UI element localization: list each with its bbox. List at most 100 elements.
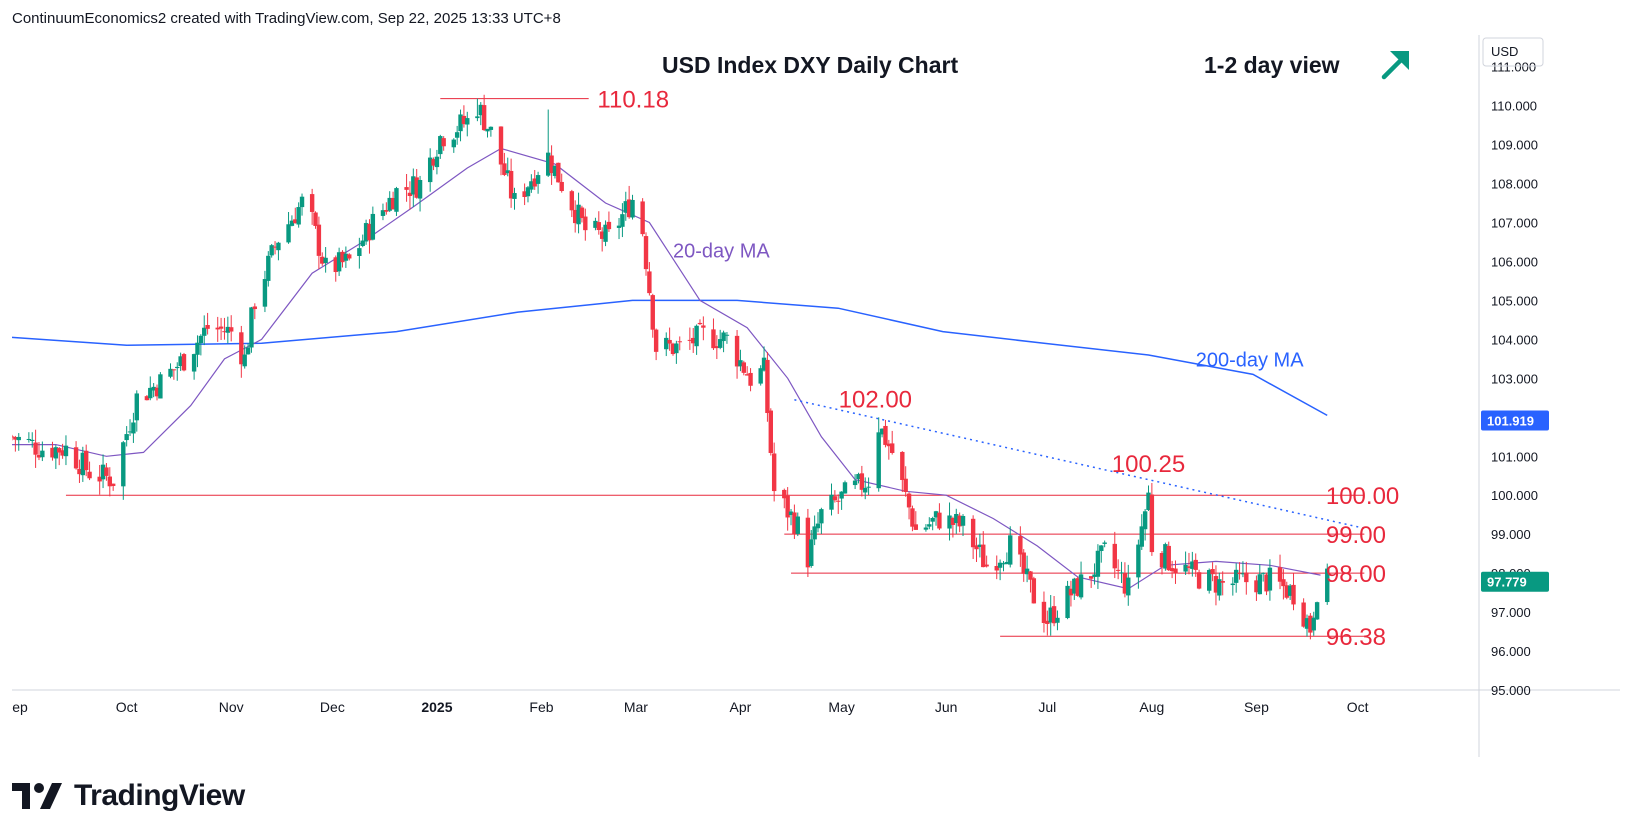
candle[interactable] xyxy=(296,202,301,228)
currency-button[interactable] xyxy=(1482,37,1544,67)
candle[interactable] xyxy=(249,306,254,353)
candle[interactable] xyxy=(502,152,507,177)
candle[interactable] xyxy=(886,439,892,460)
candle[interactable] xyxy=(485,128,490,138)
candle[interactable] xyxy=(121,441,126,500)
candle[interactable] xyxy=(734,330,740,379)
candle[interactable] xyxy=(667,327,672,351)
candle[interactable] xyxy=(556,162,561,183)
candle[interactable] xyxy=(1244,561,1249,595)
candle[interactable] xyxy=(53,445,59,469)
candle[interactable] xyxy=(272,241,278,255)
candle[interactable] xyxy=(461,105,467,128)
candle[interactable] xyxy=(181,352,187,372)
candle[interactable] xyxy=(1207,568,1212,594)
candle[interactable] xyxy=(205,312,210,335)
candle[interactable] xyxy=(357,237,362,269)
candle[interactable] xyxy=(1112,531,1117,579)
candle[interactable] xyxy=(333,255,338,282)
candle[interactable] xyxy=(640,198,645,237)
candle[interactable] xyxy=(40,441,45,462)
candle[interactable] xyxy=(599,227,605,252)
candle[interactable] xyxy=(239,325,244,378)
candle[interactable] xyxy=(1122,562,1128,598)
candle[interactable] xyxy=(16,433,21,451)
candle[interactable] xyxy=(1183,551,1188,575)
candle[interactable] xyxy=(384,202,389,215)
candle[interactable] xyxy=(309,188,315,225)
candle[interactable] xyxy=(262,270,268,313)
candle[interactable] xyxy=(1217,572,1222,601)
candle[interactable] xyxy=(974,537,979,562)
candle[interactable] xyxy=(910,505,915,532)
candle[interactable] xyxy=(1267,559,1273,601)
candle[interactable] xyxy=(215,316,220,342)
candle[interactable] xyxy=(347,253,352,261)
candle[interactable] xyxy=(596,211,601,235)
candle[interactable] xyxy=(1068,580,1074,607)
candle[interactable] xyxy=(367,219,372,254)
candle[interactable] xyxy=(50,441,55,461)
candle[interactable] xyxy=(606,211,612,232)
candle[interactable] xyxy=(863,477,868,500)
candle[interactable] xyxy=(1257,564,1262,595)
price-tag[interactable]: 97.779 xyxy=(1481,571,1549,592)
candle[interactable] xyxy=(1115,559,1121,580)
candle[interactable] xyxy=(198,334,204,356)
candle[interactable] xyxy=(488,126,494,137)
candle[interactable] xyxy=(994,555,999,580)
candle[interactable] xyxy=(1095,544,1101,589)
candle[interactable] xyxy=(1264,572,1269,596)
candle[interactable] xyxy=(110,483,116,491)
candle[interactable] xyxy=(984,555,989,568)
candle[interactable] xyxy=(1078,561,1084,600)
candle[interactable] xyxy=(950,516,956,538)
candle[interactable] xyxy=(131,412,136,443)
candle[interactable] xyxy=(1254,575,1259,601)
candle[interactable] xyxy=(677,336,682,351)
candle[interactable] xyxy=(168,363,173,379)
candle[interactable] xyxy=(674,340,679,364)
candle[interactable] xyxy=(438,134,443,159)
candle[interactable] xyxy=(83,444,89,477)
candle[interactable] xyxy=(63,435,69,466)
candle[interactable] xyxy=(229,315,234,342)
candle[interactable] xyxy=(1055,610,1060,631)
candle[interactable] xyxy=(158,372,163,399)
candle[interactable] xyxy=(1004,552,1010,565)
candle[interactable] xyxy=(782,488,787,509)
candle[interactable] xyxy=(1237,562,1242,580)
candle[interactable] xyxy=(1099,545,1104,563)
candle[interactable] xyxy=(336,247,342,276)
candle[interactable] xyxy=(947,502,952,541)
candle[interactable] xyxy=(191,353,197,380)
candle[interactable] xyxy=(819,507,824,535)
candle[interactable] xyxy=(937,503,942,531)
candle[interactable] xyxy=(670,342,676,356)
candle[interactable] xyxy=(154,384,160,401)
candle[interactable] xyxy=(1163,542,1168,571)
candle[interactable] xyxy=(839,491,844,510)
candle[interactable] xyxy=(276,241,281,261)
candle[interactable] xyxy=(60,443,65,459)
candle[interactable] xyxy=(933,510,939,526)
candle[interactable] xyxy=(33,429,38,468)
candle[interactable] xyxy=(87,461,92,481)
candle[interactable] xyxy=(765,352,770,422)
candle[interactable] xyxy=(785,487,790,531)
candle[interactable] xyxy=(316,216,322,270)
candle[interactable] xyxy=(269,243,274,258)
candle[interactable] xyxy=(1301,598,1306,628)
candle[interactable] xyxy=(36,441,42,461)
candle[interactable] xyxy=(1088,576,1094,588)
candle[interactable] xyxy=(151,383,156,398)
candle[interactable] xyxy=(620,203,625,238)
candle[interactable] xyxy=(866,477,871,496)
candle[interactable] xyxy=(1126,564,1131,606)
candle[interactable] xyxy=(1024,555,1030,583)
candle[interactable] xyxy=(829,483,834,516)
candle[interactable] xyxy=(1065,580,1070,620)
candle[interactable] xyxy=(603,220,608,247)
candle[interactable] xyxy=(583,208,588,241)
candle[interactable] xyxy=(417,175,423,212)
